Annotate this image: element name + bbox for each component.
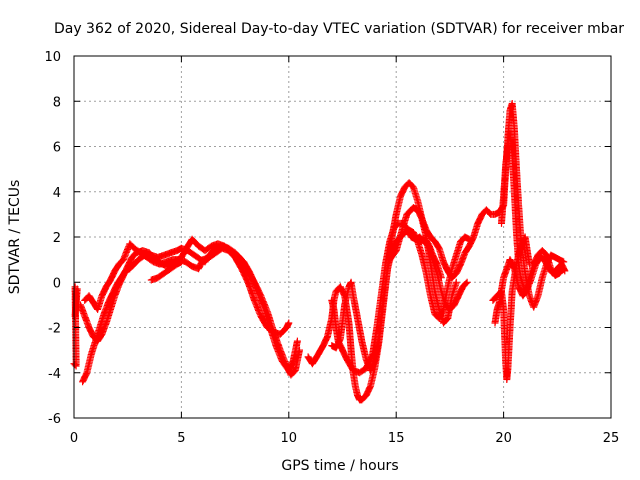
series-s12 — [491, 253, 569, 327]
x-tick-label: 5 — [177, 431, 185, 446]
y-tick-label: -4 — [48, 367, 61, 382]
x-tick-label: 0 — [70, 431, 78, 446]
series-markers — [70, 283, 81, 370]
series-s4 — [81, 240, 293, 338]
data-markers — [70, 100, 569, 404]
chart-title: Day 362 of 2020, Sidereal Day-to-day VTE… — [54, 21, 624, 37]
y-tick-label: 4 — [53, 186, 61, 201]
series-s5 — [147, 258, 185, 284]
series-markers — [416, 235, 445, 282]
series-markers — [147, 258, 185, 284]
axis-ticks: 0 5 10 15 20 25 -6 -4 -2 0 2 4 6 8 10 — [44, 50, 619, 446]
series-s13 — [416, 235, 445, 282]
x-tick-label: 25 — [603, 431, 620, 446]
x-tick-label: 15 — [388, 431, 405, 446]
y-tick-label: -2 — [48, 322, 61, 337]
y-tick-label: 6 — [53, 141, 61, 156]
grid-lines — [74, 56, 611, 418]
y-tick-label: 10 — [44, 50, 61, 65]
series-s9 — [386, 100, 568, 311]
series-markers — [491, 253, 569, 327]
series-markers — [81, 240, 293, 338]
y-tick-label: 0 — [53, 276, 61, 291]
x-tick-label: 10 — [281, 431, 298, 446]
y-tick-label: -6 — [48, 412, 61, 427]
series-markers — [386, 100, 568, 311]
x-axis-label: GPS time / hours — [281, 458, 398, 474]
y-axis-label: SDTVAR / TECUs — [7, 180, 23, 295]
y-tick-label: 2 — [53, 231, 61, 246]
x-tick-label: 20 — [495, 431, 512, 446]
y-tick-label: 8 — [53, 95, 61, 110]
series-s1 — [70, 283, 81, 370]
